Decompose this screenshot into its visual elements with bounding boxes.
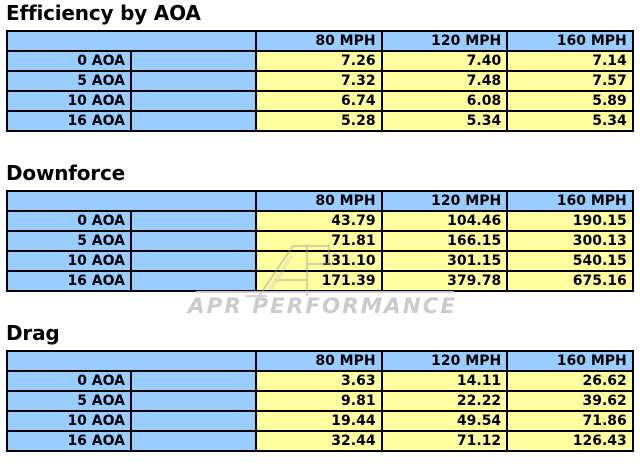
- row-spacer-cell: [130, 410, 257, 432]
- cell-80mph: 7.26: [255, 50, 383, 72]
- table-row: 16 AOA 171.39 379.78 675.16: [6, 270, 634, 292]
- table-downforce: 80 MPH 120 MPH 160 MPH 0 AOA 43.79 104.4…: [6, 190, 634, 292]
- table-row: 0 AOA 7.26 7.40 7.14: [6, 50, 634, 72]
- row-label: 10 AOA: [6, 410, 132, 432]
- header-cell-blank: [6, 30, 257, 52]
- row-label: 16 AOA: [6, 270, 132, 292]
- table-efficiency: 80 MPH 120 MPH 160 MPH 0 AOA 7.26 7.40 7…: [6, 30, 634, 132]
- row-spacer-cell: [130, 390, 257, 412]
- cell-120mph: 71.12: [380, 430, 509, 452]
- header-cell-120mph: 120 MPH: [380, 190, 509, 212]
- table-row: 16 AOA 5.28 5.34 5.34: [6, 110, 634, 132]
- cell-160mph: 39.62: [506, 390, 634, 412]
- row-label: 0 AOA: [6, 210, 132, 232]
- header-cell-120mph: 120 MPH: [380, 350, 509, 372]
- header-cell-blank: [6, 350, 257, 372]
- cell-120mph: 7.40: [380, 50, 509, 72]
- table-row: 10 AOA 131.10 301.15 540.15: [6, 250, 634, 272]
- section-efficiency: Efficiency by AOA 80 MPH 120 MPH 160 MPH…: [0, 1, 640, 132]
- section-title-efficiency: Efficiency by AOA: [6, 1, 201, 25]
- header-cell-80mph: 80 MPH: [255, 30, 383, 52]
- cell-120mph: 166.15: [380, 230, 509, 252]
- table-header-row: 80 MPH 120 MPH 160 MPH: [6, 30, 634, 52]
- row-spacer-cell: [130, 110, 257, 132]
- cell-80mph: 71.81: [255, 230, 383, 252]
- cell-80mph: 131.10: [255, 250, 383, 272]
- row-spacer-cell: [130, 70, 257, 92]
- header-cell-120mph: 120 MPH: [380, 30, 509, 52]
- row-spacer-cell: [130, 230, 257, 252]
- table-header-row: 80 MPH 120 MPH 160 MPH: [6, 350, 634, 372]
- cell-80mph: 43.79: [255, 210, 383, 232]
- cell-120mph: 14.11: [380, 370, 509, 392]
- cell-80mph: 7.32: [255, 70, 383, 92]
- row-spacer-cell: [130, 90, 257, 112]
- cell-80mph: 19.44: [255, 410, 383, 432]
- cell-160mph: 7.57: [506, 70, 634, 92]
- row-label: 10 AOA: [6, 250, 132, 272]
- row-label: 0 AOA: [6, 370, 132, 392]
- cell-80mph: 32.44: [255, 430, 383, 452]
- cell-160mph: 71.86: [506, 410, 634, 432]
- cell-80mph: 9.81: [255, 390, 383, 412]
- row-label: 0 AOA: [6, 50, 132, 72]
- section-drag: Drag 80 MPH 120 MPH 160 MPH 0 AOA 3.63: [0, 321, 640, 452]
- section-title-drag: Drag: [6, 321, 60, 345]
- header-cell-blank: [6, 190, 257, 212]
- cell-120mph: 5.34: [380, 110, 509, 132]
- cell-120mph: 7.48: [380, 70, 509, 92]
- table-row: 5 AOA 9.81 22.22 39.62: [6, 390, 634, 412]
- section-downforce: Downforce 80 MPH 120 MPH 160 MPH 0 AOA 4…: [0, 161, 640, 292]
- header-cell-80mph: 80 MPH: [255, 350, 383, 372]
- cell-80mph: 5.28: [255, 110, 383, 132]
- cell-160mph: 540.15: [506, 250, 634, 272]
- row-spacer-cell: [130, 250, 257, 272]
- header-cell-160mph: 160 MPH: [506, 190, 634, 212]
- cell-160mph: 300.13: [506, 230, 634, 252]
- table-row: 0 AOA 43.79 104.46 190.15: [6, 210, 634, 232]
- cell-80mph: 6.74: [255, 90, 383, 112]
- header-cell-160mph: 160 MPH: [506, 30, 634, 52]
- row-spacer-cell: [130, 270, 257, 292]
- cell-120mph: 301.15: [380, 250, 509, 272]
- cell-120mph: 49.54: [380, 410, 509, 432]
- cell-160mph: 5.34: [506, 110, 634, 132]
- table-row: 10 AOA 19.44 49.54 71.86: [6, 410, 634, 432]
- cell-80mph: 171.39: [255, 270, 383, 292]
- section-title-downforce: Downforce: [6, 161, 125, 185]
- row-spacer-cell: [130, 430, 257, 452]
- cell-160mph: 190.15: [506, 210, 634, 232]
- row-spacer-cell: [130, 50, 257, 72]
- table-row: 5 AOA 71.81 166.15 300.13: [6, 230, 634, 252]
- row-label: 5 AOA: [6, 230, 132, 252]
- cell-160mph: 126.43: [506, 430, 634, 452]
- cell-120mph: 6.08: [380, 90, 509, 112]
- table-row: 10 AOA 6.74 6.08 5.89: [6, 90, 634, 112]
- cell-80mph: 3.63: [255, 370, 383, 392]
- table-header-row: 80 MPH 120 MPH 160 MPH: [6, 190, 634, 212]
- table-row: 5 AOA 7.32 7.48 7.57: [6, 70, 634, 92]
- cell-160mph: 5.89: [506, 90, 634, 112]
- cell-120mph: 22.22: [380, 390, 509, 412]
- header-cell-80mph: 80 MPH: [255, 190, 383, 212]
- table-drag: 80 MPH 120 MPH 160 MPH 0 AOA 3.63 14.11 …: [6, 350, 634, 452]
- header-cell-160mph: 160 MPH: [506, 350, 634, 372]
- row-label: 16 AOA: [6, 430, 132, 452]
- watermark-text: APR PERFORMANCE: [188, 294, 458, 318]
- cell-120mph: 379.78: [380, 270, 509, 292]
- row-spacer-cell: [130, 370, 257, 392]
- table-row: 0 AOA 3.63 14.11 26.62: [6, 370, 634, 392]
- cell-120mph: 104.46: [380, 210, 509, 232]
- row-spacer-cell: [130, 210, 257, 232]
- cell-160mph: 675.16: [506, 270, 634, 292]
- cell-160mph: 26.62: [506, 370, 634, 392]
- cell-160mph: 7.14: [506, 50, 634, 72]
- row-label: 5 AOA: [6, 390, 132, 412]
- row-label: 10 AOA: [6, 90, 132, 112]
- table-row: 16 AOA 32.44 71.12 126.43: [6, 430, 634, 452]
- row-label: 16 AOA: [6, 110, 132, 132]
- row-label: 5 AOA: [6, 70, 132, 92]
